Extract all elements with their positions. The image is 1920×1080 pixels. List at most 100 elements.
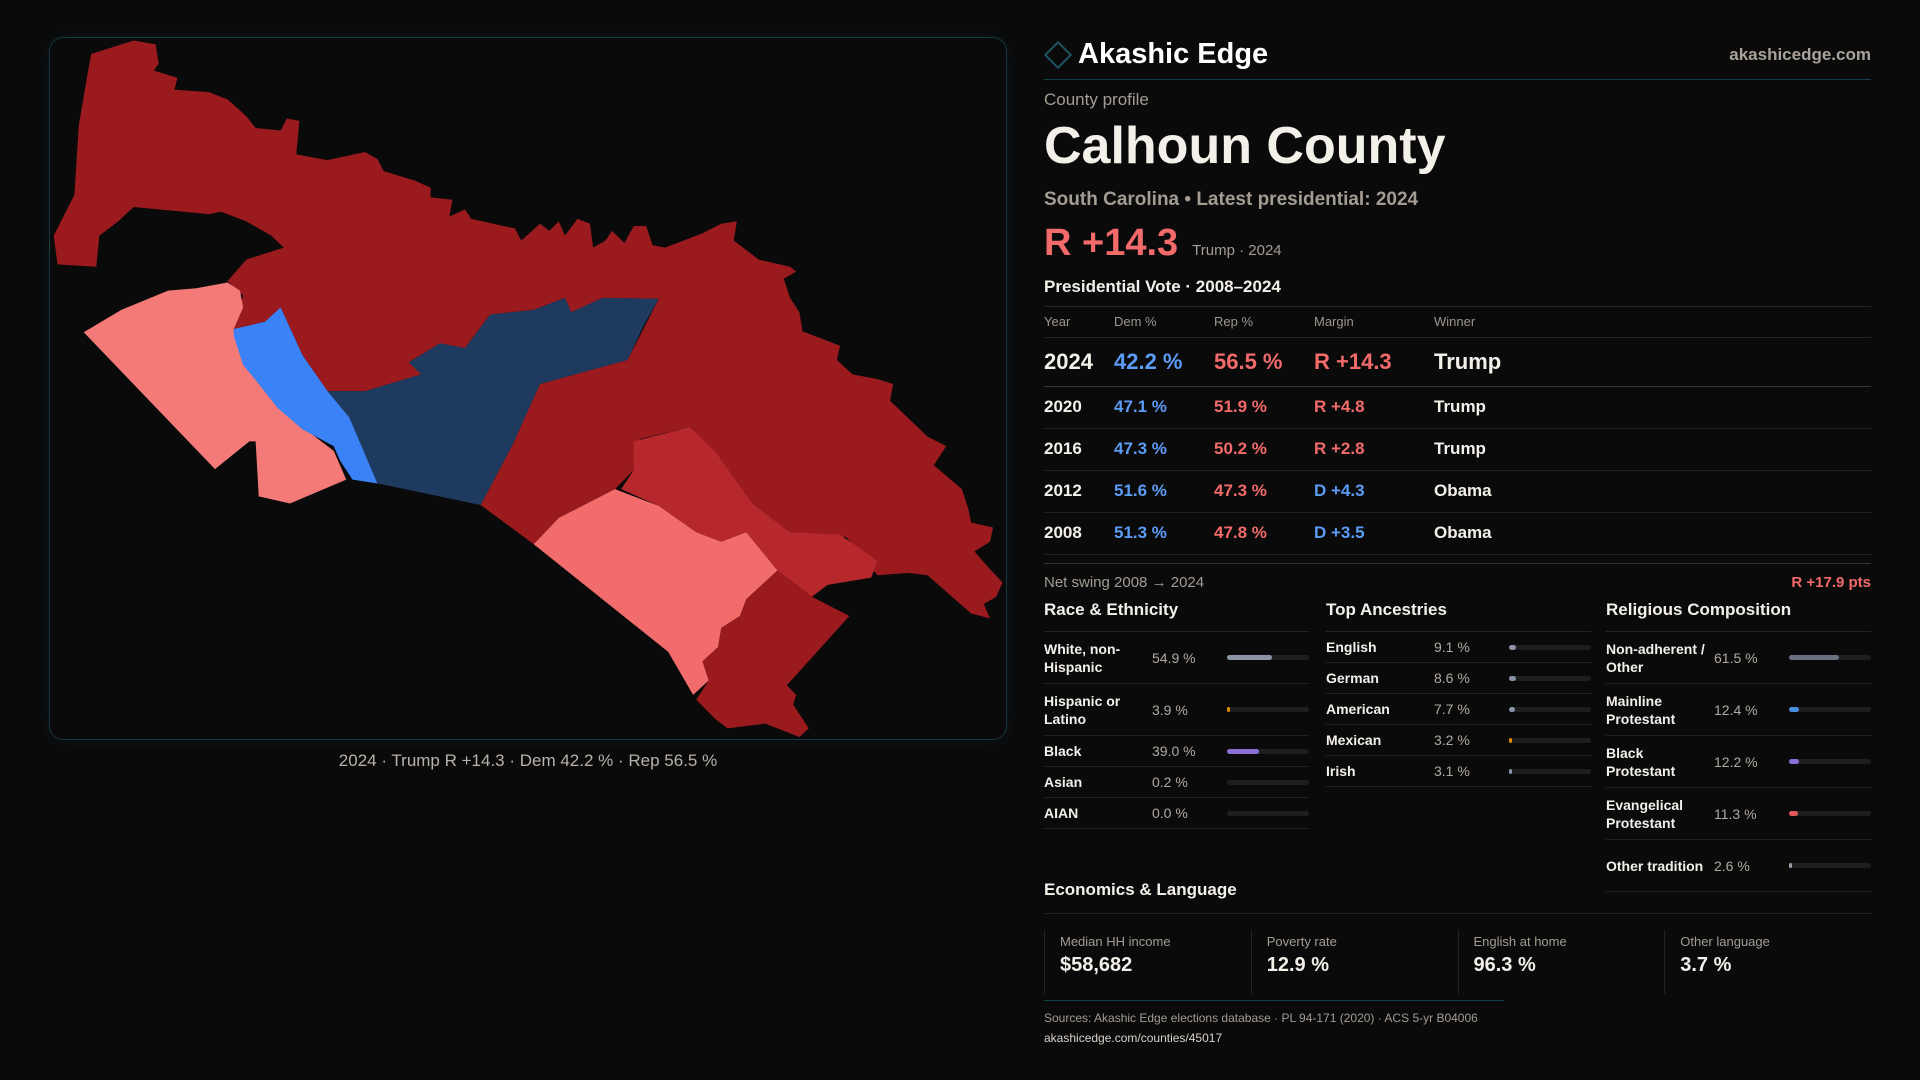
winner: Obama xyxy=(1434,470,1871,513)
religion-section: Religious Composition Non-adherent / Othe… xyxy=(1606,598,1871,892)
map-caption: 2024 · Trump R +14.3 · Dem 42.2 % · Rep … xyxy=(338,751,718,770)
race-value: 39.0 % xyxy=(1152,743,1196,759)
religion-label: Evangelical Protestant xyxy=(1606,796,1684,831)
race-value: 0.0 % xyxy=(1152,805,1188,821)
ancestry-bar-track xyxy=(1509,644,1591,650)
ancestry-bar-fill xyxy=(1509,706,1516,712)
county-url[interactable]: akashicedge.com/counties/45017 xyxy=(1044,1031,1223,1045)
ancestry-bar-track xyxy=(1509,768,1591,774)
ancestry-row: German 8.6 % xyxy=(1326,663,1591,694)
winner: Obama xyxy=(1434,512,1871,555)
vote-margin: R +2.8 xyxy=(1314,428,1434,471)
ancestry-value: 9.1 % xyxy=(1434,639,1470,655)
religion-row: Other tradition 2.6 % xyxy=(1606,840,1871,892)
winner: Trump xyxy=(1434,337,1871,387)
stat-value: 3.7 % xyxy=(1680,954,1732,976)
precinct-blue[interactable] xyxy=(233,307,378,484)
vote-row: 2012 51.6 % 47.3 % D +4.3 Obama xyxy=(1044,470,1871,513)
ancestry-value: 3.2 % xyxy=(1434,732,1470,748)
county-map[interactable] xyxy=(40,30,1020,780)
vote-table: Year Dem % Rep % Margin Winner 2024 42.2 … xyxy=(1044,307,1871,555)
ancestry-row: English 9.1 % xyxy=(1326,632,1591,663)
stat-label: Other language xyxy=(1680,934,1770,949)
race-bar-track xyxy=(1227,779,1309,785)
vote-row: 2020 47.1 % 51.9 % R +4.8 Trump xyxy=(1044,386,1871,429)
dem-pct: 51.3 % xyxy=(1114,512,1214,555)
religion-bar-fill xyxy=(1789,759,1799,764)
dem-pct: 47.3 % xyxy=(1114,428,1214,471)
stat-card: Median HH income $58,682 xyxy=(1044,930,1251,994)
race-section: Race & Ethnicity White, non-Hispanic 54.9 … xyxy=(1044,598,1309,829)
race-row: AIAN 0.0 % xyxy=(1044,798,1309,829)
race-value: 54.9 % xyxy=(1152,649,1196,666)
race-label: White, non-Hispanic xyxy=(1044,640,1121,675)
religion-value: 61.5 % xyxy=(1714,649,1758,666)
ancestry-bar-fill xyxy=(1509,737,1512,743)
dem-pct: 42.2 % xyxy=(1114,337,1214,387)
ancestry-label: English xyxy=(1326,639,1377,655)
economics-section: Economics & Language Median HH income $58… xyxy=(1044,880,1871,994)
race-label: Black xyxy=(1044,743,1082,759)
vote-year: 2012 xyxy=(1044,470,1114,513)
ancestry-label: American xyxy=(1326,701,1390,717)
stat-label: Poverty rate xyxy=(1266,934,1337,949)
precinct-east-medium-red[interactable] xyxy=(621,427,878,597)
religion-value: 11.3 % xyxy=(1714,805,1757,822)
race-bar-fill xyxy=(1227,748,1259,754)
col-rep: Rep % xyxy=(1214,307,1314,338)
religion-bar-fill xyxy=(1789,655,1840,660)
brand-name: Akashic Edge xyxy=(1078,38,1269,70)
race-bar-track xyxy=(1227,707,1309,712)
religion-bar-track xyxy=(1789,655,1871,660)
religion-row: Mainline Protestant 12.4 % xyxy=(1606,684,1871,736)
site-link[interactable]: akashicedge.com xyxy=(1729,44,1871,64)
precinct-navy[interactable] xyxy=(327,297,659,505)
ancestry-label: Mexican xyxy=(1326,732,1382,748)
vote-margin: D +4.3 xyxy=(1314,470,1434,513)
diamond-logo-icon xyxy=(1043,40,1073,69)
ancestry-value: 3.1 % xyxy=(1434,763,1470,779)
ancestry-bar-fill xyxy=(1509,675,1517,681)
stat-value: 12.9 % xyxy=(1266,954,1330,976)
race-label: Hispanic or Latino xyxy=(1044,692,1121,727)
page-title: Calhoun County xyxy=(1044,117,1446,175)
vote-margin: R +14.3 xyxy=(1314,337,1434,387)
race-row: White, non-Hispanic 54.9 % xyxy=(1044,632,1309,684)
religion-value: 12.2 % xyxy=(1714,753,1758,770)
precinct-west-light-red[interactable] xyxy=(83,282,347,504)
race-bar-track xyxy=(1227,748,1309,754)
vote-year: 2008 xyxy=(1044,512,1114,555)
ancestry-row: Irish 3.1 % xyxy=(1326,756,1591,787)
winner: Trump xyxy=(1434,386,1871,429)
religion-bar-track xyxy=(1789,811,1871,816)
col-winner: Winner xyxy=(1434,307,1871,338)
race-value: 0.2 % xyxy=(1152,774,1188,790)
stat-card: Other language 3.7 % xyxy=(1664,930,1871,994)
ancestry-value: 8.6 % xyxy=(1434,670,1470,686)
religion-bar-track xyxy=(1789,707,1871,712)
votes-heading: Presidential Vote · 2008–2024 xyxy=(1044,277,1281,296)
stat-label: Median HH income xyxy=(1060,934,1171,949)
race-bar-track xyxy=(1227,655,1309,660)
rep-pct: 50.2 % xyxy=(1214,428,1314,471)
sources: Sources: Akashic Edge elections database… xyxy=(1044,1000,1504,1048)
ancestry-section: Top Ancestries English 9.1 % German 8.6 % Ame… xyxy=(1326,598,1591,787)
precinct-south-light-red[interactable] xyxy=(533,489,778,695)
stat-card: English at home 96.3 % xyxy=(1457,930,1665,994)
precinct-north[interactable] xyxy=(53,40,1003,619)
economics-heading: Economics & Language xyxy=(1044,880,1871,914)
dem-pct: 47.1 % xyxy=(1114,386,1214,429)
religion-label: Black Protestant xyxy=(1606,744,1676,779)
precinct-southeast[interactable] xyxy=(696,570,850,737)
race-heading: Race & Ethnicity xyxy=(1044,598,1309,632)
winner: Trump xyxy=(1434,428,1871,471)
race-row: Asian 0.2 % xyxy=(1044,767,1309,798)
rep-pct: 47.3 % xyxy=(1214,470,1314,513)
vote-year: 2016 xyxy=(1044,428,1114,471)
swing-label: Net swing 2008 → 2024 xyxy=(1044,574,1205,591)
ancestry-value: 7.7 % xyxy=(1434,701,1470,717)
ancestry-label: German xyxy=(1326,670,1379,686)
rep-pct: 51.9 % xyxy=(1214,386,1314,429)
ancestry-row: American 7.7 % xyxy=(1326,694,1591,725)
ancestry-bar-track xyxy=(1509,675,1591,681)
